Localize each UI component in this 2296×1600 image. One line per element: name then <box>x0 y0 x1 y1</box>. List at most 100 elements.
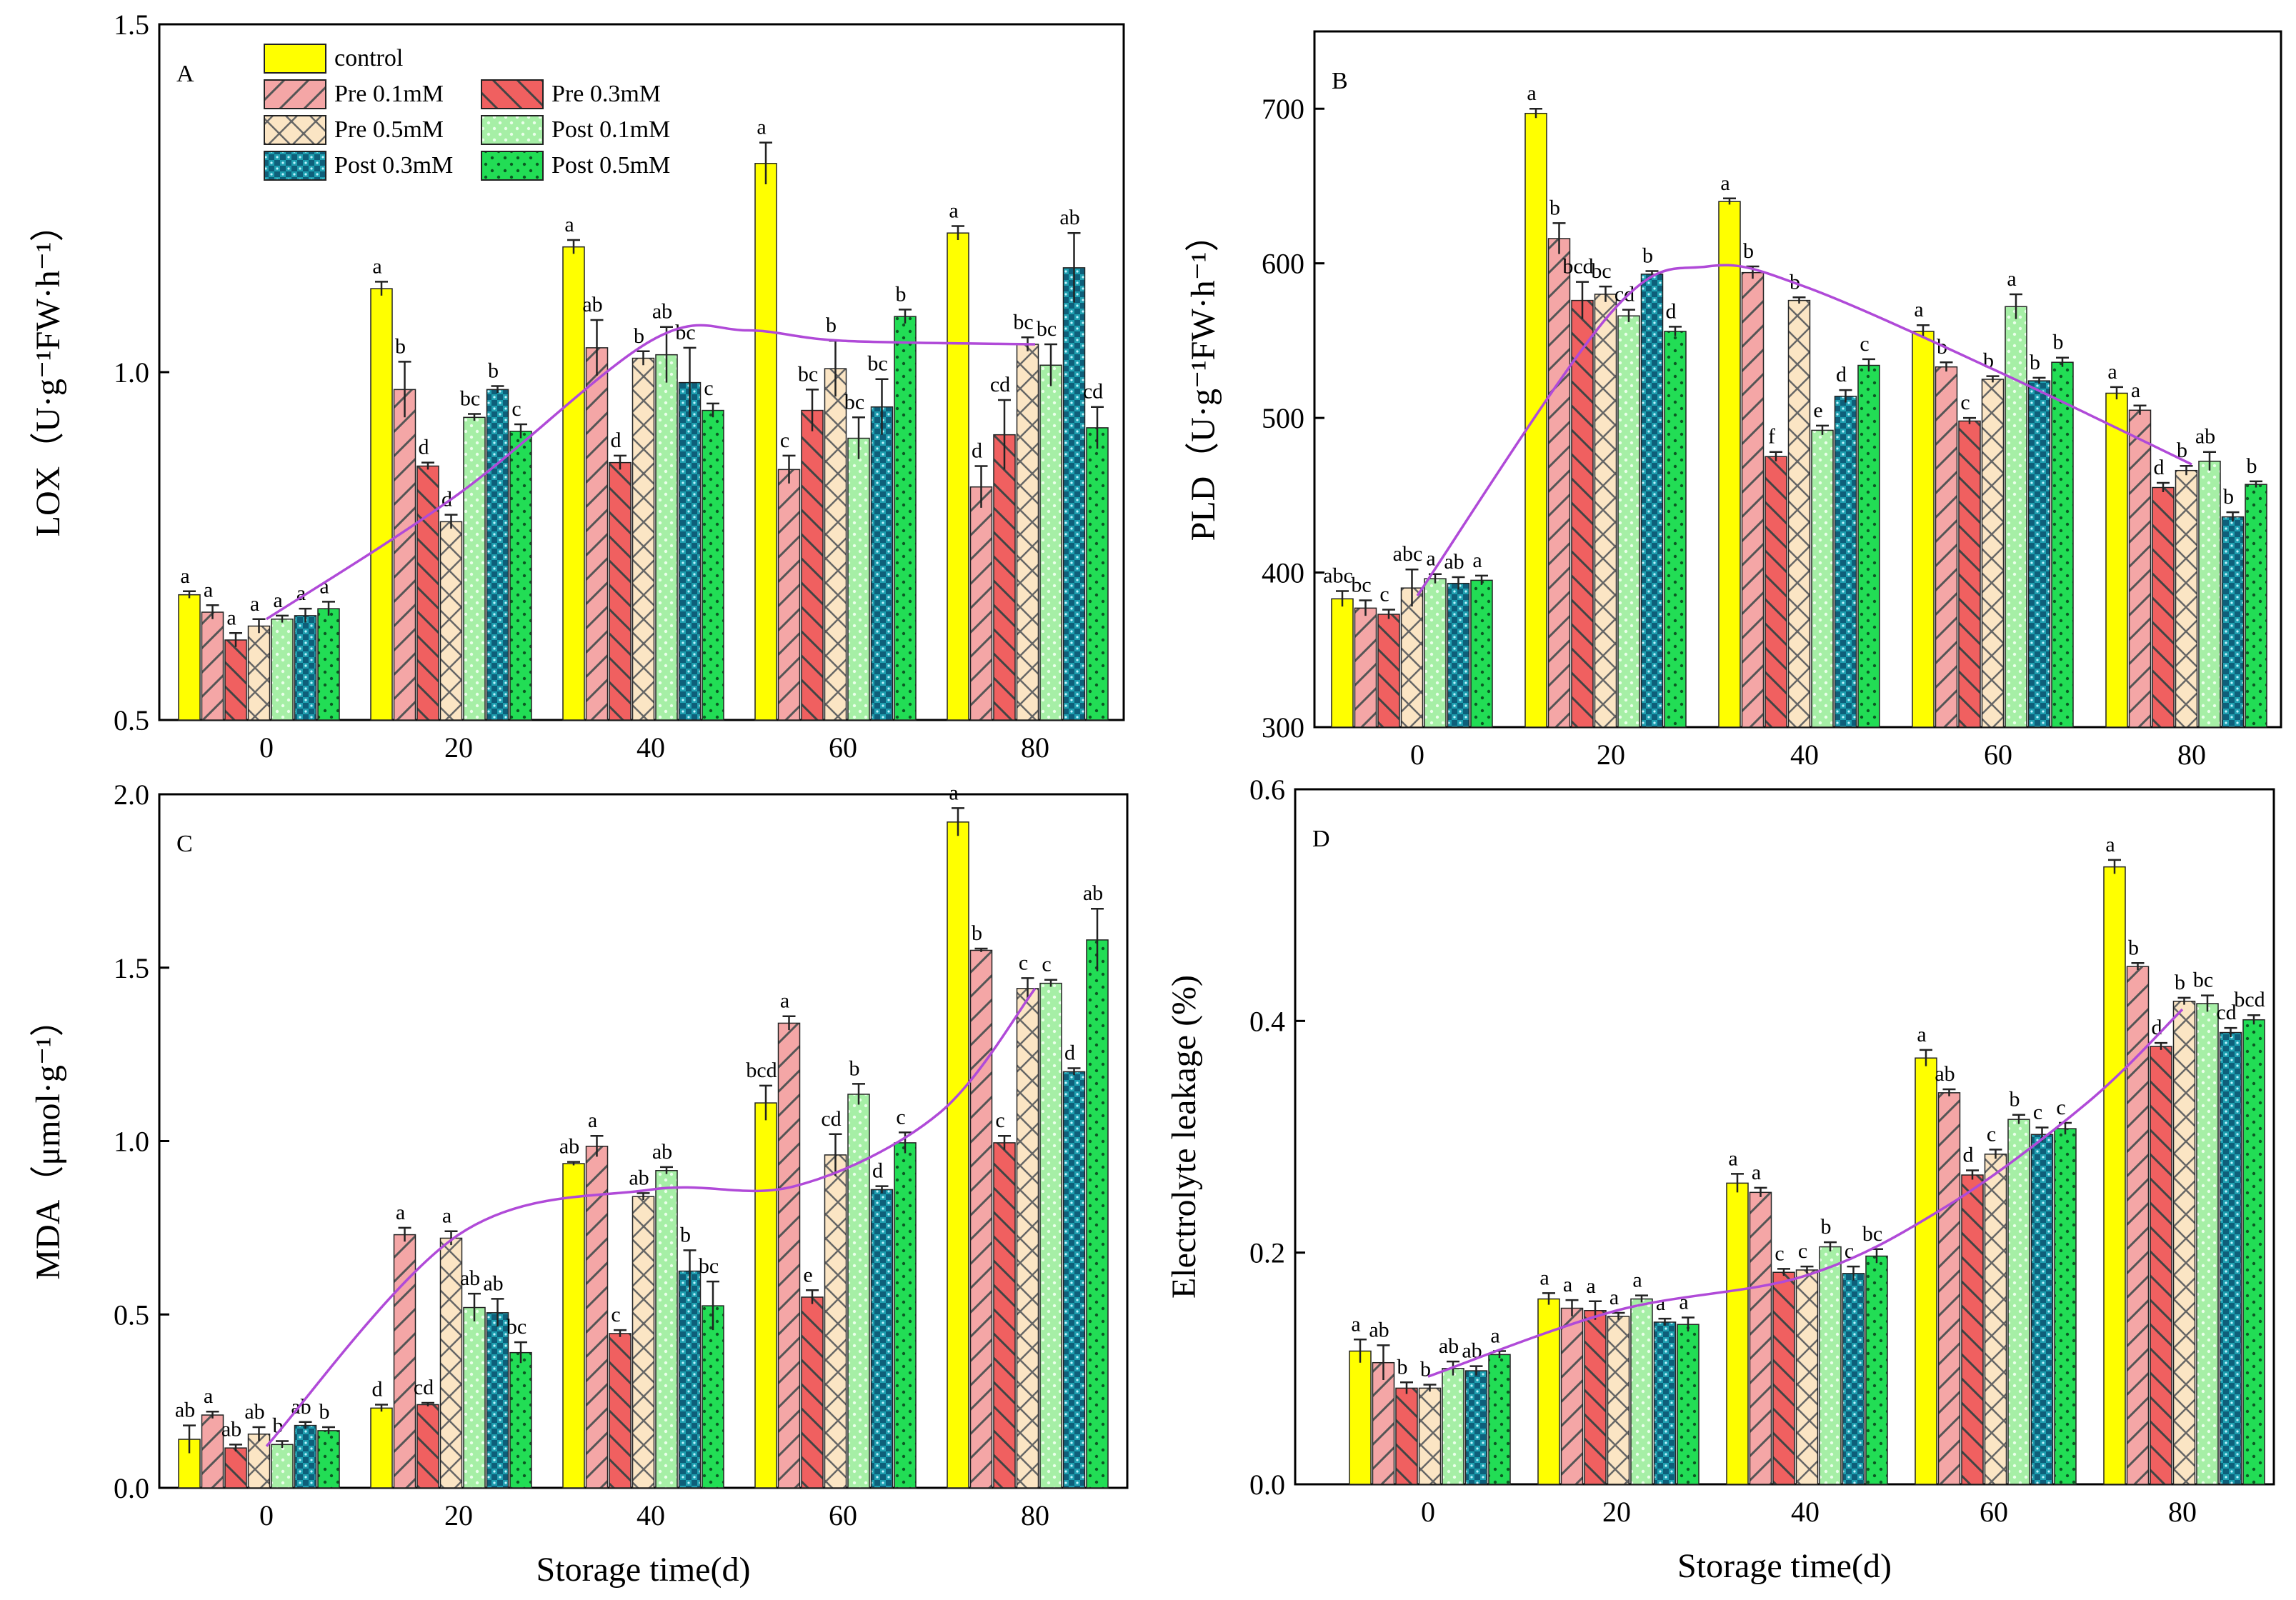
error-bar <box>1067 1067 1081 1076</box>
error-bar <box>567 239 580 254</box>
x-tick-label: 80 <box>1021 731 1049 764</box>
significance-label: ab <box>1083 881 1103 905</box>
significance-label: a <box>1752 1161 1761 1184</box>
error-bar <box>974 465 988 508</box>
trend-line <box>266 324 1036 621</box>
significance-label: ab <box>559 1135 579 1159</box>
error-bar <box>491 1298 504 1327</box>
bar <box>2172 1001 2196 1485</box>
error-bar <box>1816 424 1829 435</box>
significance-label: f <box>1768 425 1775 449</box>
error-bar <box>1423 1384 1437 1392</box>
significance-label: b <box>2128 936 2139 959</box>
error-bar <box>614 454 627 470</box>
significance-label: bc <box>1862 1222 1882 1246</box>
series-3: adb b bc <box>247 310 1039 721</box>
significance-label: b <box>2175 971 2185 994</box>
x-axis-label: Storage time(d) <box>536 1551 751 1589</box>
bar <box>201 1414 224 1489</box>
bar <box>1842 1273 1865 1485</box>
error-bar <box>2203 451 2216 471</box>
bar <box>317 608 340 721</box>
significance-label: bc <box>798 362 818 386</box>
significance-label: b <box>2247 454 2257 478</box>
bar <box>947 821 969 1489</box>
y-tick-label: 0.5 <box>114 1299 149 1331</box>
bar <box>178 594 201 721</box>
bar <box>1765 456 1787 728</box>
significance-label: c <box>1798 1239 1807 1263</box>
y-tick-label: 1.5 <box>114 952 149 984</box>
significance-label: c <box>780 429 789 452</box>
x-tick-label: 0 <box>1421 1496 1435 1528</box>
significance-label: cd <box>2216 1001 2236 1024</box>
error-bar <box>2226 511 2240 522</box>
significance-label: a <box>949 781 958 804</box>
bar <box>993 1142 1016 1489</box>
significance-label: cd <box>1083 380 1103 404</box>
significance-label: a <box>1914 298 1923 321</box>
error-bar <box>444 514 458 529</box>
error-bar <box>683 346 697 418</box>
bar <box>609 461 632 721</box>
significance-label: b <box>319 1400 330 1424</box>
bar <box>1062 1071 1086 1489</box>
bar <box>1594 294 1617 728</box>
significance-label: d <box>972 439 982 462</box>
error-bar <box>1044 343 1057 386</box>
bar <box>1470 579 1493 728</box>
significance-label: cd <box>821 1107 841 1131</box>
significance-label: a <box>296 581 306 605</box>
significance-label: a <box>1632 1269 1642 1292</box>
error-bar <box>1021 977 1034 999</box>
bar <box>894 316 917 721</box>
significance-label: a <box>1490 1324 1499 1348</box>
bar <box>1653 1321 1677 1485</box>
error-bar <box>1542 1292 1555 1305</box>
error-bar <box>1552 222 1566 254</box>
error-bar <box>1658 1317 1672 1326</box>
significance-label: ab <box>483 1271 503 1295</box>
bar <box>2005 306 2027 728</box>
bar <box>2198 460 2221 728</box>
trend-line <box>1427 1008 2184 1378</box>
error-bar <box>590 319 604 376</box>
bar <box>655 354 678 721</box>
bar <box>562 246 585 721</box>
bar <box>486 389 509 721</box>
error-bar <box>1940 361 1953 372</box>
error-bar <box>2133 404 2147 415</box>
bar <box>585 1146 609 1489</box>
bar <box>1488 1354 1511 1485</box>
x-tick-label: 80 <box>2177 739 2206 771</box>
x-tick-label: 0 <box>259 1499 274 1531</box>
bar <box>416 465 439 721</box>
significance-label: b <box>634 324 644 348</box>
error-bar <box>707 402 719 418</box>
significance-label: a <box>319 574 329 598</box>
bar <box>509 431 532 721</box>
bar <box>393 1234 416 1489</box>
legend-item: Post 0.3mM <box>264 151 453 181</box>
significance-label: c <box>1960 391 1970 414</box>
error-bar <box>1966 1169 1979 1180</box>
significance-label: c <box>1775 1241 1784 1265</box>
bar <box>1630 1298 1653 1485</box>
error-bar <box>491 385 504 394</box>
significance-label: c <box>511 397 521 421</box>
bar <box>1464 1370 1488 1485</box>
significance-label: ab <box>1935 1062 1955 1086</box>
significance-label: ab <box>1444 550 1464 574</box>
error-bar <box>1091 907 1104 971</box>
significance-label: c <box>611 1303 620 1326</box>
bar <box>1787 299 1811 728</box>
significance-label: b <box>2177 439 2187 462</box>
error-bar <box>1475 574 1488 585</box>
